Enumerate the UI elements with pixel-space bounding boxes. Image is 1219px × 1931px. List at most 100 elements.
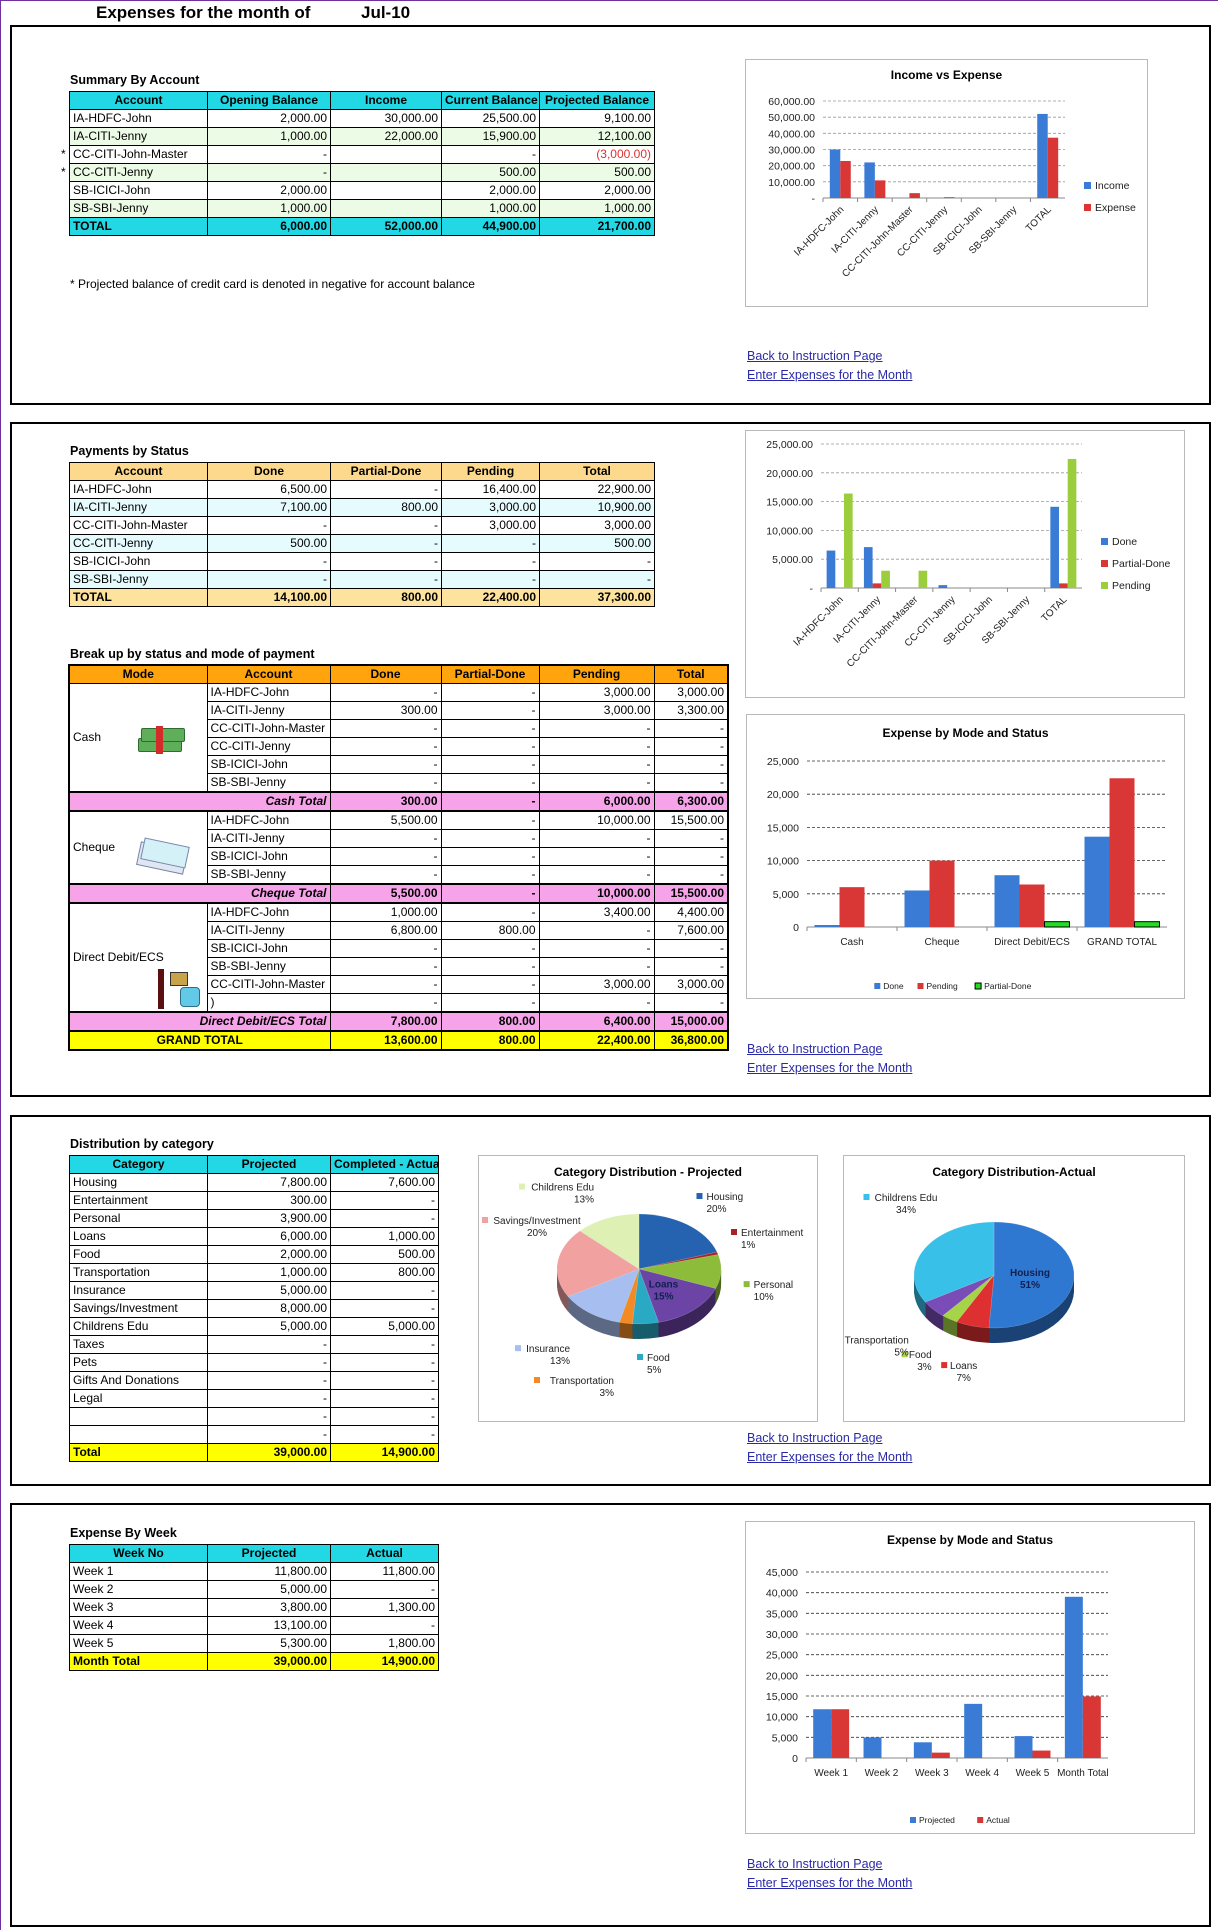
total-amount[interactable]: 44,900.00 — [441, 217, 540, 236]
amount-cell[interactable]: - — [329, 683, 442, 702]
amount-cell[interactable]: 5,000.00 — [207, 1580, 331, 1599]
amount-cell[interactable]: - — [538, 773, 655, 793]
column-header[interactable]: Pending — [538, 664, 655, 684]
amount-cell[interactable]: 300.00 — [207, 1191, 331, 1210]
bar-partial-done[interactable] — [1044, 921, 1070, 928]
amount-cell[interactable]: 2,000.00 — [441, 181, 540, 200]
amount-cell[interactable]: - — [207, 163, 331, 182]
column-header[interactable]: Income — [330, 91, 442, 110]
amount-cell[interactable]: 15,900.00 — [441, 127, 540, 146]
mode-cell[interactable]: Cheque — [68, 810, 208, 885]
column-header[interactable]: Done — [329, 664, 442, 684]
label-cell[interactable]: Food — [69, 1245, 208, 1264]
amount-cell[interactable]: 2,000.00 — [539, 181, 655, 200]
amount-cell[interactable]: 11,800.00 — [207, 1562, 331, 1581]
subtotal-amount[interactable]: 10,000.00 — [538, 883, 655, 904]
total-amount[interactable]: 6,000.00 — [207, 217, 331, 236]
amount-cell[interactable]: 1,000.00 — [539, 199, 655, 218]
amount-cell[interactable]: - — [440, 737, 540, 756]
amount-cell[interactable]: 5,300.00 — [207, 1634, 331, 1653]
total-amount[interactable]: 14,900.00 — [330, 1652, 439, 1671]
bar-projected[interactable] — [1064, 1596, 1083, 1758]
amount-cell[interactable]: 22,000.00 — [330, 127, 442, 146]
amount-cell[interactable]: - — [441, 552, 540, 571]
column-header[interactable]: Projected — [207, 1544, 331, 1563]
label-cell[interactable]: Gifts And Donations — [69, 1371, 208, 1390]
amount-cell[interactable]: - — [440, 975, 540, 994]
amount-cell[interactable]: - — [329, 939, 442, 958]
column-header[interactable]: Projected — [207, 1155, 331, 1174]
enter-expenses-link[interactable]: Enter Expenses for the Month — [747, 1061, 913, 1075]
column-header[interactable]: Partial-Done — [440, 664, 540, 684]
amount-cell[interactable]: 10,000.00 — [538, 810, 655, 830]
amount-cell[interactable]: - — [538, 993, 655, 1013]
subtotal-amount[interactable]: 15,500.00 — [653, 883, 729, 904]
amount-cell[interactable]: 1,000.00 — [330, 1227, 439, 1246]
label-cell[interactable]: Personal — [69, 1209, 208, 1228]
amount-cell[interactable]: 500.00 — [539, 163, 655, 182]
amount-cell[interactable]: 5,500.00 — [329, 810, 442, 830]
amount-cell[interactable]: 2,000.00 — [207, 109, 331, 128]
bar-expense[interactable] — [874, 180, 886, 198]
grand-total-amount[interactable]: 36,800.00 — [653, 1030, 729, 1051]
amount-cell[interactable]: 5,000.00 — [207, 1281, 331, 1300]
column-header[interactable]: Done — [207, 462, 331, 481]
amount-cell[interactable]: 6,500.00 — [207, 480, 331, 499]
label-cell[interactable]: Pets — [69, 1353, 208, 1372]
amount-cell[interactable]: - — [329, 957, 442, 976]
amount-cell[interactable]: - — [440, 939, 540, 958]
bar-done[interactable] — [1084, 836, 1110, 927]
column-header[interactable]: Actual — [330, 1544, 439, 1563]
amount-cell[interactable]: - — [330, 570, 442, 589]
label-cell[interactable]: Week 2 — [69, 1580, 208, 1599]
pie-slice-transportation[interactable] — [924, 1274, 995, 1316]
amount-cell[interactable]: - — [207, 1371, 331, 1390]
account-cell[interactable]: SB-ICICI-John — [206, 847, 331, 866]
amount-cell[interactable]: 500.00 — [539, 534, 655, 553]
column-header[interactable]: Category — [69, 1155, 208, 1174]
bar-projected[interactable] — [813, 1709, 832, 1758]
amount-cell[interactable]: - — [539, 552, 655, 571]
back-to-instruction-link[interactable]: Back to Instruction Page — [747, 1857, 883, 1871]
label-cell[interactable]: IA-CITI-Jenny — [69, 127, 208, 146]
label-cell[interactable]: Week 5 — [69, 1634, 208, 1653]
label-cell[interactable] — [69, 1425, 208, 1444]
label-cell[interactable]: CC-CITI-Jenny — [69, 534, 208, 553]
label-cell[interactable]: Week 3 — [69, 1598, 208, 1617]
label-cell[interactable]: SB-ICICI-John — [69, 552, 208, 571]
subtotal-amount[interactable]: 7,800.00 — [329, 1011, 442, 1032]
amount-cell[interactable]: 3,000.00 — [441, 516, 540, 535]
subtotal-amount[interactable]: 6,000.00 — [538, 791, 655, 812]
pie-slice-housing[interactable] — [638, 1213, 718, 1270]
label-cell[interactable]: SB-ICICI-John — [69, 181, 208, 200]
account-cell[interactable]: IA-CITI-Jenny — [206, 829, 331, 848]
amount-cell[interactable]: - — [207, 1335, 331, 1354]
amount-cell[interactable]: 3,900.00 — [207, 1209, 331, 1228]
amount-cell[interactable]: - — [653, 957, 729, 976]
subtotal-amount[interactable]: 15,000.00 — [653, 1011, 729, 1032]
bar-income[interactable] — [829, 149, 841, 199]
account-cell[interactable]: CC-CITI-John-Master — [206, 719, 331, 738]
amount-cell[interactable]: - — [440, 957, 540, 976]
account-cell[interactable]: IA-HDFC-John — [206, 902, 331, 922]
amount-cell[interactable]: 11,800.00 — [330, 1562, 439, 1581]
subtotal-amount[interactable]: 800.00 — [440, 1011, 540, 1032]
total-label[interactable]: TOTAL — [69, 588, 208, 607]
amount-cell[interactable]: 2,000.00 — [207, 1245, 331, 1264]
account-cell[interactable]: CC-CITI-Jenny — [206, 737, 331, 756]
amount-cell[interactable]: - — [440, 829, 540, 848]
pie-slice-insurance[interactable] — [567, 1268, 640, 1323]
amount-cell[interactable]: 15,500.00 — [653, 810, 729, 830]
amount-cell[interactable]: 500.00 — [441, 163, 540, 182]
amount-cell[interactable]: - — [440, 683, 540, 702]
label-cell[interactable]: Week 4 — [69, 1616, 208, 1635]
total-amount[interactable]: 14,900.00 — [330, 1443, 439, 1462]
total-amount[interactable]: 21,700.00 — [539, 217, 655, 236]
pie-slice-loans[interactable] — [956, 1274, 995, 1329]
label-cell[interactable] — [69, 1407, 208, 1426]
column-header[interactable]: Account — [69, 462, 208, 481]
amount-cell[interactable]: 3,400.00 — [538, 902, 655, 922]
amount-cell[interactable]: - — [538, 921, 655, 940]
column-header[interactable]: Week No — [69, 1544, 208, 1563]
label-cell[interactable]: Insurance — [69, 1281, 208, 1300]
